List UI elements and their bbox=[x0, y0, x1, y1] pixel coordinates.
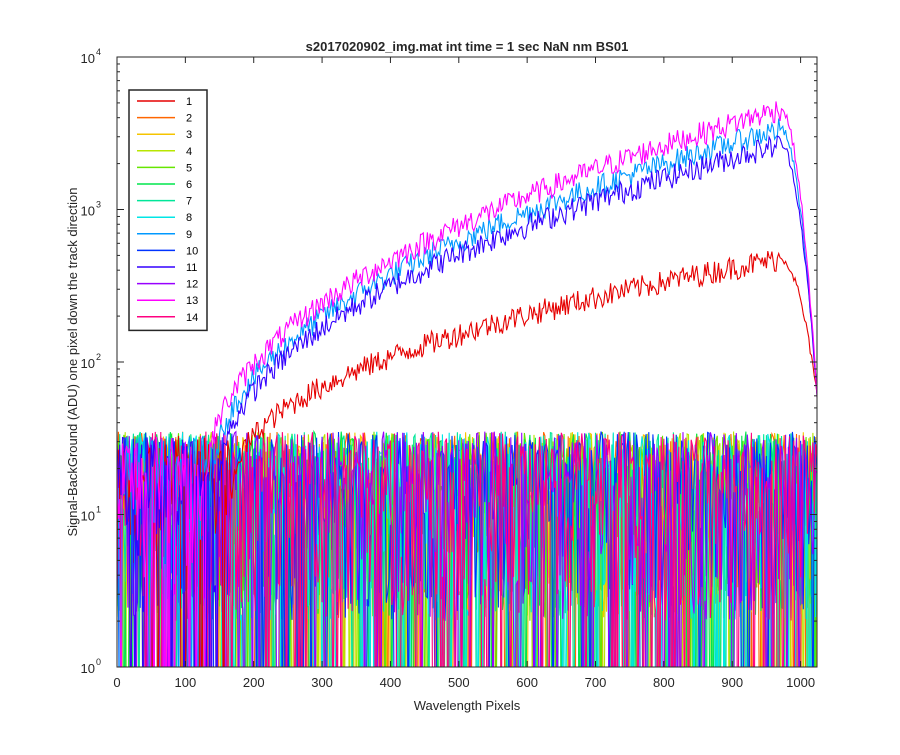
legend-label-10: 10 bbox=[186, 245, 198, 257]
x-tick-label: 200 bbox=[243, 675, 265, 690]
x-tick-label: 600 bbox=[516, 675, 538, 690]
series-layer bbox=[117, 101, 817, 667]
x-tick-label: 400 bbox=[380, 675, 402, 690]
y-tick-exponent: 1 bbox=[96, 505, 101, 515]
legend-label-6: 6 bbox=[186, 179, 192, 191]
series-line-1 bbox=[117, 250, 817, 667]
x-tick-label: 700 bbox=[585, 675, 607, 690]
legend-label-2: 2 bbox=[186, 113, 192, 125]
y-axis-label: Signal-BackGround (ADU) one pixel down t… bbox=[65, 187, 80, 536]
legend-label-14: 14 bbox=[186, 312, 198, 324]
legend-box bbox=[128, 89, 208, 332]
y-tick-label: 10 bbox=[81, 51, 95, 66]
legend-label-5: 5 bbox=[186, 162, 192, 174]
x-tick-label: 1000 bbox=[786, 675, 815, 690]
series-line-11 bbox=[117, 134, 817, 667]
series-line-13 bbox=[117, 101, 817, 667]
series-line-9 bbox=[117, 118, 817, 667]
x-tick-label: 800 bbox=[653, 675, 675, 690]
y-tick-label: 10 bbox=[81, 661, 95, 676]
y-tick-exponent: 4 bbox=[96, 47, 101, 57]
series-line-14 bbox=[117, 431, 817, 667]
legend-label-11: 11 bbox=[186, 262, 197, 274]
series-line-12 bbox=[117, 430, 817, 667]
x-axis-label: Wavelength Pixels bbox=[414, 698, 521, 713]
legend-label-13: 13 bbox=[186, 295, 198, 307]
legend-label-8: 8 bbox=[186, 212, 192, 224]
x-tick-label: 300 bbox=[311, 675, 333, 690]
y-tick-label: 10 bbox=[81, 356, 95, 371]
legend-label-4: 4 bbox=[186, 146, 192, 158]
y-tick-exponent: 3 bbox=[96, 200, 101, 210]
legend-label-9: 9 bbox=[186, 229, 192, 241]
legend-label-12: 12 bbox=[186, 279, 198, 291]
y-tick-label: 10 bbox=[81, 204, 95, 219]
y-tick-label: 10 bbox=[81, 509, 95, 524]
x-tick-label: 900 bbox=[721, 675, 743, 690]
chart-title: s2017020902_img.mat int time = 1 sec NaN… bbox=[306, 39, 629, 54]
legend-label-1: 1 bbox=[186, 96, 192, 108]
y-tick-exponent: 2 bbox=[96, 352, 101, 362]
x-tick-label: 500 bbox=[448, 675, 470, 690]
legend-label-7: 7 bbox=[186, 196, 192, 208]
x-tick-label: 0 bbox=[113, 675, 120, 690]
x-tick-label: 100 bbox=[175, 675, 197, 690]
y-tick-exponent: 0 bbox=[96, 657, 101, 667]
legend-label-3: 3 bbox=[186, 129, 192, 141]
